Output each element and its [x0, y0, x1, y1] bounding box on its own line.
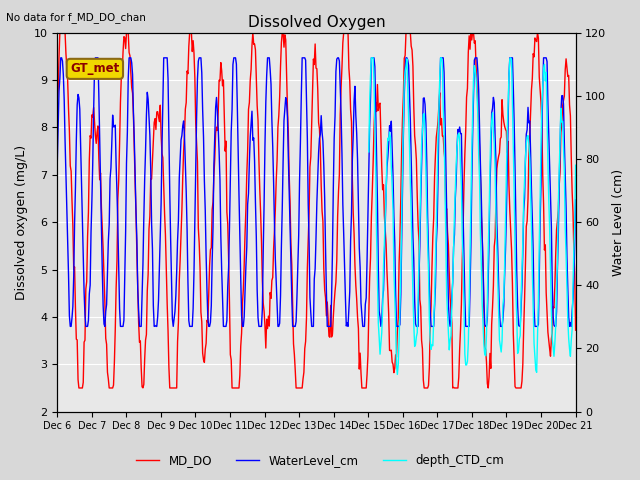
depth_CTD_cm [572, 162, 579, 168]
Line: depth_CTD_cm: depth_CTD_cm [369, 58, 575, 374]
depth_CTD_cm [399, 120, 407, 125]
MD_DO [188, 48, 196, 54]
WaterLevel_cm [147, 167, 155, 173]
Text: No data for f_MD_DO_chan: No data for f_MD_DO_chan [6, 12, 147, 23]
WaterLevel_cm [290, 324, 298, 329]
WaterLevel_cm [188, 324, 196, 329]
MD_DO [360, 385, 368, 391]
WaterLevel_cm [53, 160, 61, 166]
MD_DO [53, 98, 61, 104]
MD_DO [445, 271, 453, 276]
WaterLevel_cm [57, 55, 65, 60]
WaterLevel_cm [360, 324, 368, 329]
MD_DO [401, 53, 409, 59]
WaterLevel_cm [572, 197, 579, 203]
depth_CTD_cm [444, 312, 451, 317]
MD_DO [56, 30, 64, 36]
Line: WaterLevel_cm: WaterLevel_cm [57, 58, 575, 326]
Y-axis label: Dissolved oxygen (mg/L): Dissolved oxygen (mg/L) [15, 144, 28, 300]
WaterLevel_cm [67, 324, 74, 329]
Y-axis label: Water Level (cm): Water Level (cm) [612, 168, 625, 276]
Text: GT_met: GT_met [70, 62, 120, 75]
MD_DO [572, 327, 579, 333]
Line: MD_DO: MD_DO [57, 33, 575, 388]
MD_DO [290, 341, 298, 347]
Legend: MD_DO, WaterLevel_cm, depth_CTD_cm: MD_DO, WaterLevel_cm, depth_CTD_cm [131, 449, 509, 472]
WaterLevel_cm [445, 317, 453, 323]
MD_DO [75, 385, 83, 391]
WaterLevel_cm [401, 66, 409, 72]
MD_DO [147, 176, 155, 181]
Title: Dissolved Oxygen: Dissolved Oxygen [248, 15, 385, 30]
